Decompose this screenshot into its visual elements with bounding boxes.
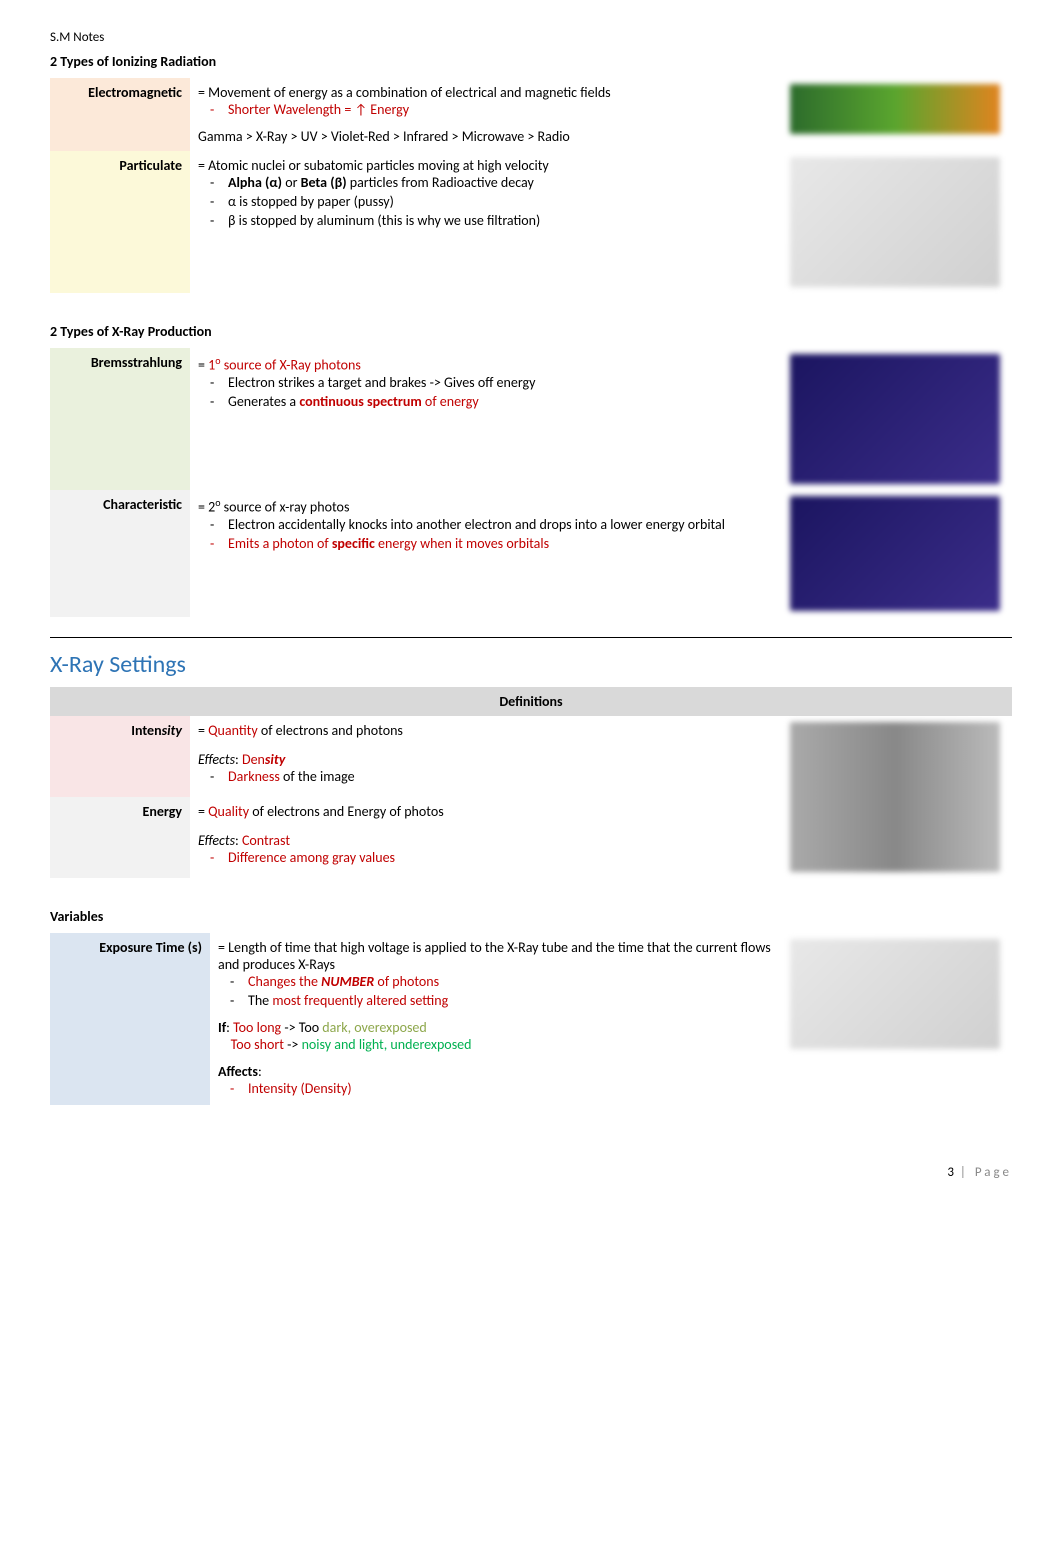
main-text: = Atomic nuclei or subatomic particles m… [198,157,774,174]
img-cell [782,151,1012,293]
ionizing-table: Electromagnetic = Movement of energy as … [50,78,1012,293]
row-label: Energy [50,797,190,878]
img-cell [782,490,1012,617]
bullet: Electron strikes a target and brakes -> … [218,374,774,391]
main-text: = Quantity of electrons and photons [198,722,774,739]
bullet: Alpha (α) or Beta (β) particles from Rad… [218,174,774,191]
bullet: Changes the NUMBER of photons [238,973,774,990]
img-cell [782,933,1012,1105]
affects-block: Affects: [218,1063,774,1080]
settings-heading: X-Ray Settings [50,650,1012,679]
divider [50,637,1012,638]
row-content: = Quantity of electrons and photons Effe… [190,716,782,797]
header-note: S.M Notes [50,30,1012,45]
row-label: Particulate [50,151,190,293]
extra-text: Gamma > X-Ray > UV > Violet-Red > Infrar… [198,128,774,145]
bullet: α is stopped by paper (pussy) [218,193,774,210]
row-label: Characteristic [50,490,190,617]
row-content: = Length of time that high voltage is ap… [210,933,782,1105]
row-content: = 1o source of X-Ray photons Electron st… [190,348,782,490]
img-cell [782,716,1012,878]
row-content: = Quality of electrons and Energy of pho… [190,797,782,878]
main-text: = 2o source of x-ray photos [198,496,774,516]
row-content: = Movement of energy as a combination of… [190,78,782,151]
bullet: The most frequently altered setting [238,992,774,1009]
row-content: = Atomic nuclei or subatomic particles m… [190,151,782,293]
bullet: Electron accidentally knocks into anothe… [218,516,774,533]
definitions-table: Definitions Intensity = Quantity of elec… [50,687,1012,878]
variables-table: Exposure Time (s) = Length of time that … [50,933,1012,1105]
bullet: Shorter Wavelength = ↑ Energy [218,101,774,118]
page-footer: 3 | Page [50,1165,1012,1180]
row-label: Exposure Time (s) [50,933,210,1105]
xray-prod-table: Bremsstrahlung = 1o source of X-Ray phot… [50,348,1012,617]
img-cell [782,348,1012,490]
definitions-header: Definitions [50,687,1012,716]
bullet: Difference among gray values [218,849,774,866]
img-cell [782,78,1012,151]
section2-title: 2 Types of X-Ray Production [50,323,1012,340]
bullet: β is stopped by aluminum (this is why we… [218,212,774,229]
bullet: Emits a photon of specific energy when i… [218,535,774,552]
row-label: Intensity [50,716,190,797]
effects: Effects: Density [198,751,774,768]
row-label: Bremsstrahlung [50,348,190,490]
row-label: Electromagnetic [50,78,190,151]
main-text: = Quality of electrons and Energy of pho… [198,803,774,820]
bullet: Darkness of the image [218,768,774,785]
section1-title: 2 Types of Ionizing Radiation [50,53,1012,70]
main-text: = Movement of energy as a combination of… [198,84,774,101]
bullet: Intensity (Density) [238,1080,774,1097]
main-text: = 1o source of X-Ray photons [198,354,774,374]
row-content: = 2o source of x-ray photos Electron acc… [190,490,782,617]
effects: Effects: Contrast [198,832,774,849]
main-text: = Length of time that high voltage is ap… [218,939,774,973]
variables-title: Variables [50,908,1012,925]
bullet: Generates a continuous spectrum of energ… [218,393,774,410]
if-block: If: Too long -> Too dark, overexposed To… [218,1019,774,1053]
